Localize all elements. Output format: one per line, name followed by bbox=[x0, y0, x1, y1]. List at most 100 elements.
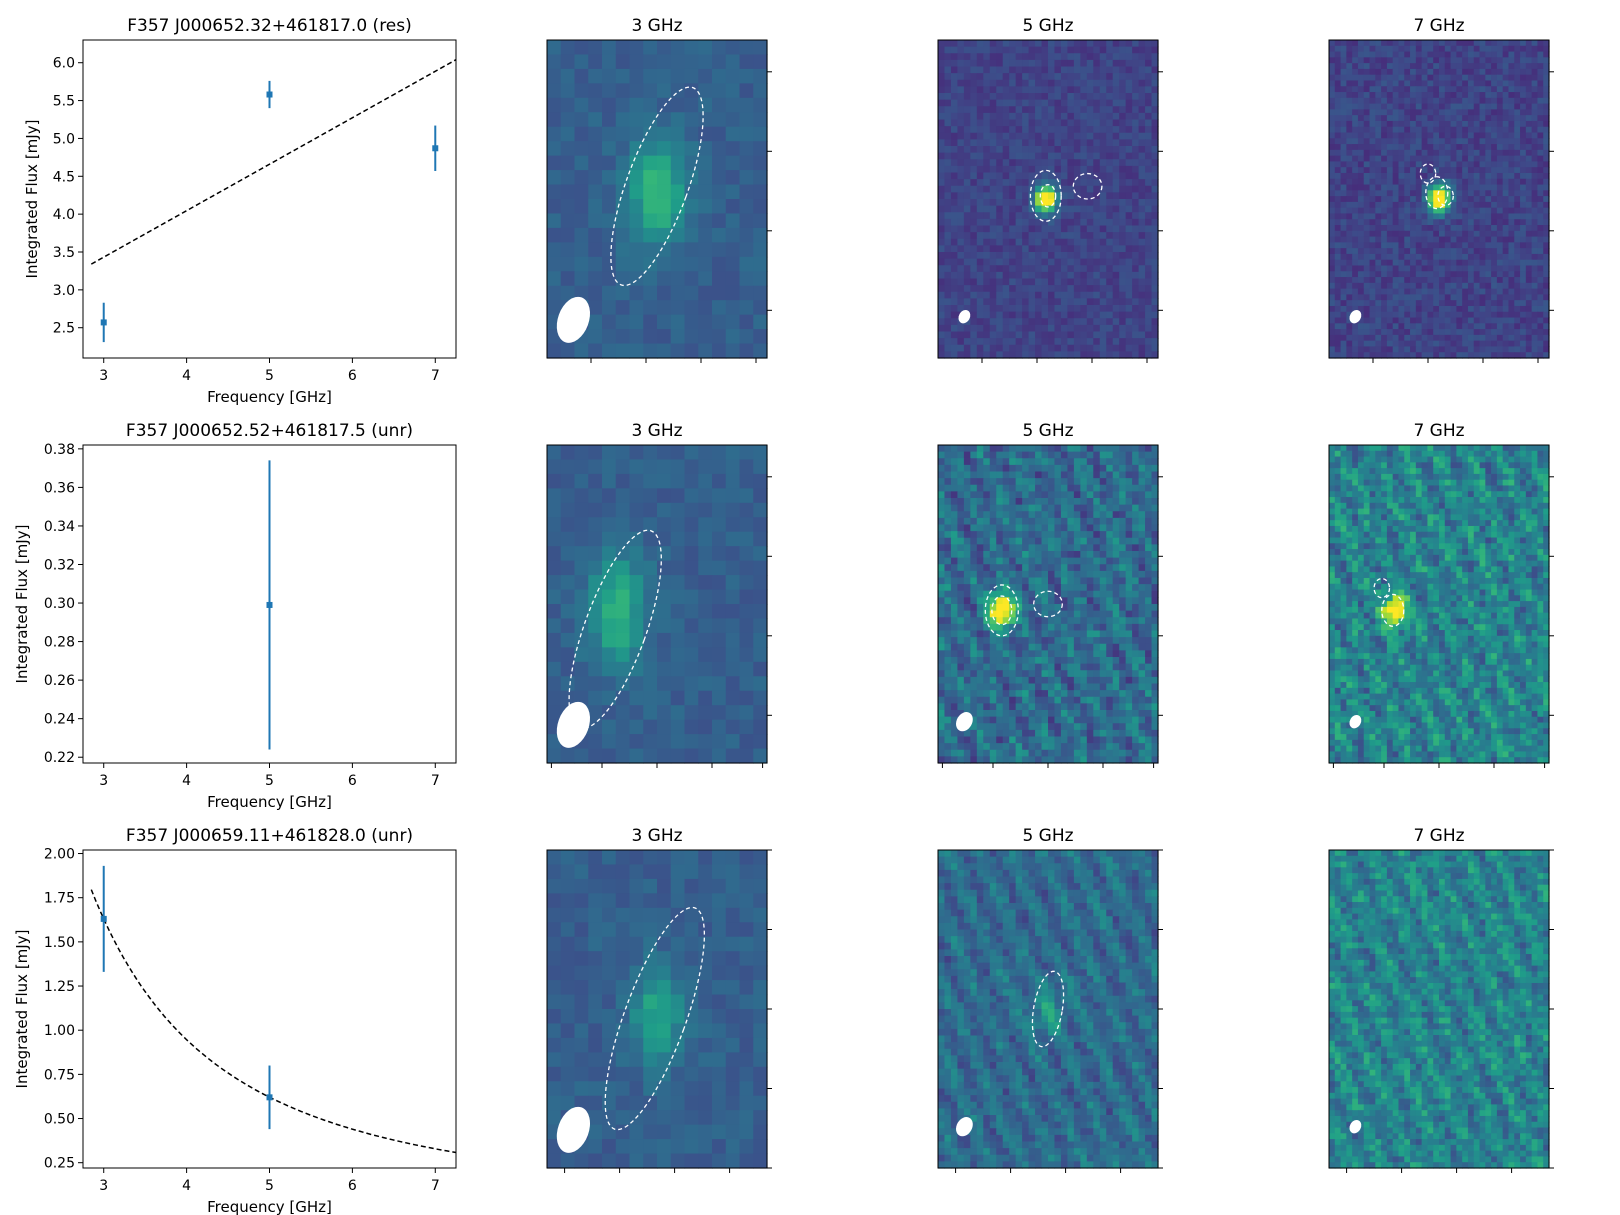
pixel-cell bbox=[753, 285, 768, 301]
pixel-cell bbox=[1334, 161, 1342, 168]
pixel-cell bbox=[657, 459, 672, 475]
pixel-cell bbox=[1491, 236, 1498, 243]
pixel-cell bbox=[1099, 199, 1107, 207]
pixel-cell bbox=[1456, 144, 1463, 151]
pixel-cell bbox=[1427, 51, 1434, 58]
pixel-cell bbox=[1132, 199, 1140, 207]
pixel-cell bbox=[1035, 106, 1043, 114]
pixel-cell bbox=[1151, 318, 1159, 326]
pixel-cell bbox=[1473, 126, 1481, 134]
pixel-cell bbox=[1151, 331, 1159, 339]
pixel-cell bbox=[1444, 57, 1452, 64]
pixel-cell bbox=[963, 451, 971, 459]
pixel-cell bbox=[1119, 291, 1127, 299]
pixel-cell bbox=[1439, 329, 1446, 336]
pixel-cell bbox=[1433, 207, 1440, 215]
pixel-cell bbox=[983, 212, 991, 220]
pixel-cell bbox=[944, 245, 952, 253]
pixel-cell bbox=[1543, 311, 1550, 319]
pixel-cell bbox=[1346, 86, 1353, 93]
pixel-cell bbox=[1427, 282, 1434, 290]
pixel-cell bbox=[615, 473, 631, 489]
pixel-cell bbox=[1151, 338, 1159, 346]
pixel-cell bbox=[1112, 205, 1120, 213]
pixel-cell bbox=[1462, 236, 1469, 243]
pixel-cell bbox=[1352, 184, 1359, 191]
pixel-cell bbox=[670, 285, 686, 301]
pixel-cell bbox=[1415, 305, 1423, 313]
y-tick-label: 0.75 bbox=[44, 1067, 75, 1083]
pixel-cell bbox=[1473, 86, 1481, 93]
pixel-cell bbox=[1346, 323, 1353, 330]
pixel-cell bbox=[976, 245, 984, 253]
pixel-cell bbox=[963, 218, 971, 227]
pixel-cell bbox=[1421, 242, 1429, 249]
pixel-cell bbox=[698, 314, 713, 330]
pixel-cell bbox=[1099, 165, 1107, 174]
pixel-cell bbox=[1496, 207, 1504, 215]
pixel-cell bbox=[976, 192, 984, 200]
pixel-cell bbox=[1514, 294, 1521, 301]
pixel-cell bbox=[1363, 103, 1371, 110]
pixel-cell bbox=[588, 661, 603, 677]
pixel-cell bbox=[1369, 86, 1376, 93]
pixel-cell bbox=[963, 66, 971, 74]
pixel-cell bbox=[1073, 245, 1081, 253]
pixel-cell bbox=[1363, 126, 1371, 134]
pixel-cell bbox=[963, 471, 971, 479]
pixel-cell bbox=[1473, 161, 1481, 168]
pixel-cell bbox=[1048, 112, 1056, 121]
pixel-cell bbox=[753, 445, 768, 461]
pixel-cell bbox=[698, 676, 713, 692]
pixel-cell bbox=[1462, 51, 1469, 58]
pixel-cell bbox=[1491, 352, 1498, 359]
pixel-cell bbox=[1035, 185, 1043, 193]
pixel-cell bbox=[957, 212, 965, 220]
pixel-cell bbox=[725, 502, 741, 518]
pixel-cell bbox=[1015, 185, 1023, 193]
pixel-cell bbox=[615, 488, 631, 504]
pixel-cell bbox=[1099, 93, 1107, 101]
pixel-cell bbox=[1410, 74, 1417, 82]
pixel-cell bbox=[1022, 245, 1030, 253]
pixel-cell bbox=[1473, 305, 1481, 313]
pixel-cell bbox=[1346, 155, 1353, 163]
pixel-cell bbox=[1415, 253, 1423, 261]
pixel-cell bbox=[1404, 334, 1411, 342]
pixel-cell bbox=[957, 351, 965, 359]
pixel-cell bbox=[1381, 282, 1388, 290]
pixel-cell bbox=[1543, 219, 1550, 226]
pixel-cell bbox=[1009, 252, 1017, 260]
pixel-cell bbox=[1086, 205, 1094, 213]
pixel-cell bbox=[1398, 277, 1405, 284]
pixel-cell bbox=[1427, 97, 1434, 105]
pixel-cell bbox=[1479, 132, 1486, 139]
pixel-cell bbox=[976, 99, 984, 107]
pixel-cell bbox=[1485, 80, 1492, 87]
pixel-cell bbox=[629, 40, 644, 56]
pixel-cell bbox=[1041, 159, 1049, 167]
pixel-cell bbox=[547, 546, 562, 562]
pixel-cell bbox=[1028, 172, 1036, 180]
pixel-cell bbox=[963, 79, 971, 87]
pixel-cell bbox=[1329, 40, 1336, 47]
pixel-cell bbox=[1496, 340, 1504, 348]
pixel-cell bbox=[1329, 109, 1336, 116]
pixel-cell bbox=[1404, 103, 1411, 110]
pixel-cell bbox=[1456, 242, 1463, 249]
pixel-cell bbox=[1462, 265, 1469, 272]
pixel-cell bbox=[1329, 323, 1336, 330]
pixel-cell bbox=[1404, 207, 1411, 215]
pixel-cell bbox=[1329, 161, 1336, 168]
pixel-cell bbox=[1334, 80, 1342, 87]
pixel-cell bbox=[1386, 352, 1394, 359]
pixel-cell bbox=[1444, 103, 1452, 110]
pixel-cell bbox=[983, 59, 991, 68]
pixel-cell bbox=[712, 647, 727, 663]
pixel-cell bbox=[996, 291, 1004, 299]
pixel-cell bbox=[1340, 340, 1347, 348]
pixel-cell bbox=[1537, 109, 1544, 116]
pixel-cell bbox=[1002, 225, 1010, 233]
pixel-cell bbox=[1363, 92, 1371, 99]
pixel-cell bbox=[712, 170, 727, 186]
